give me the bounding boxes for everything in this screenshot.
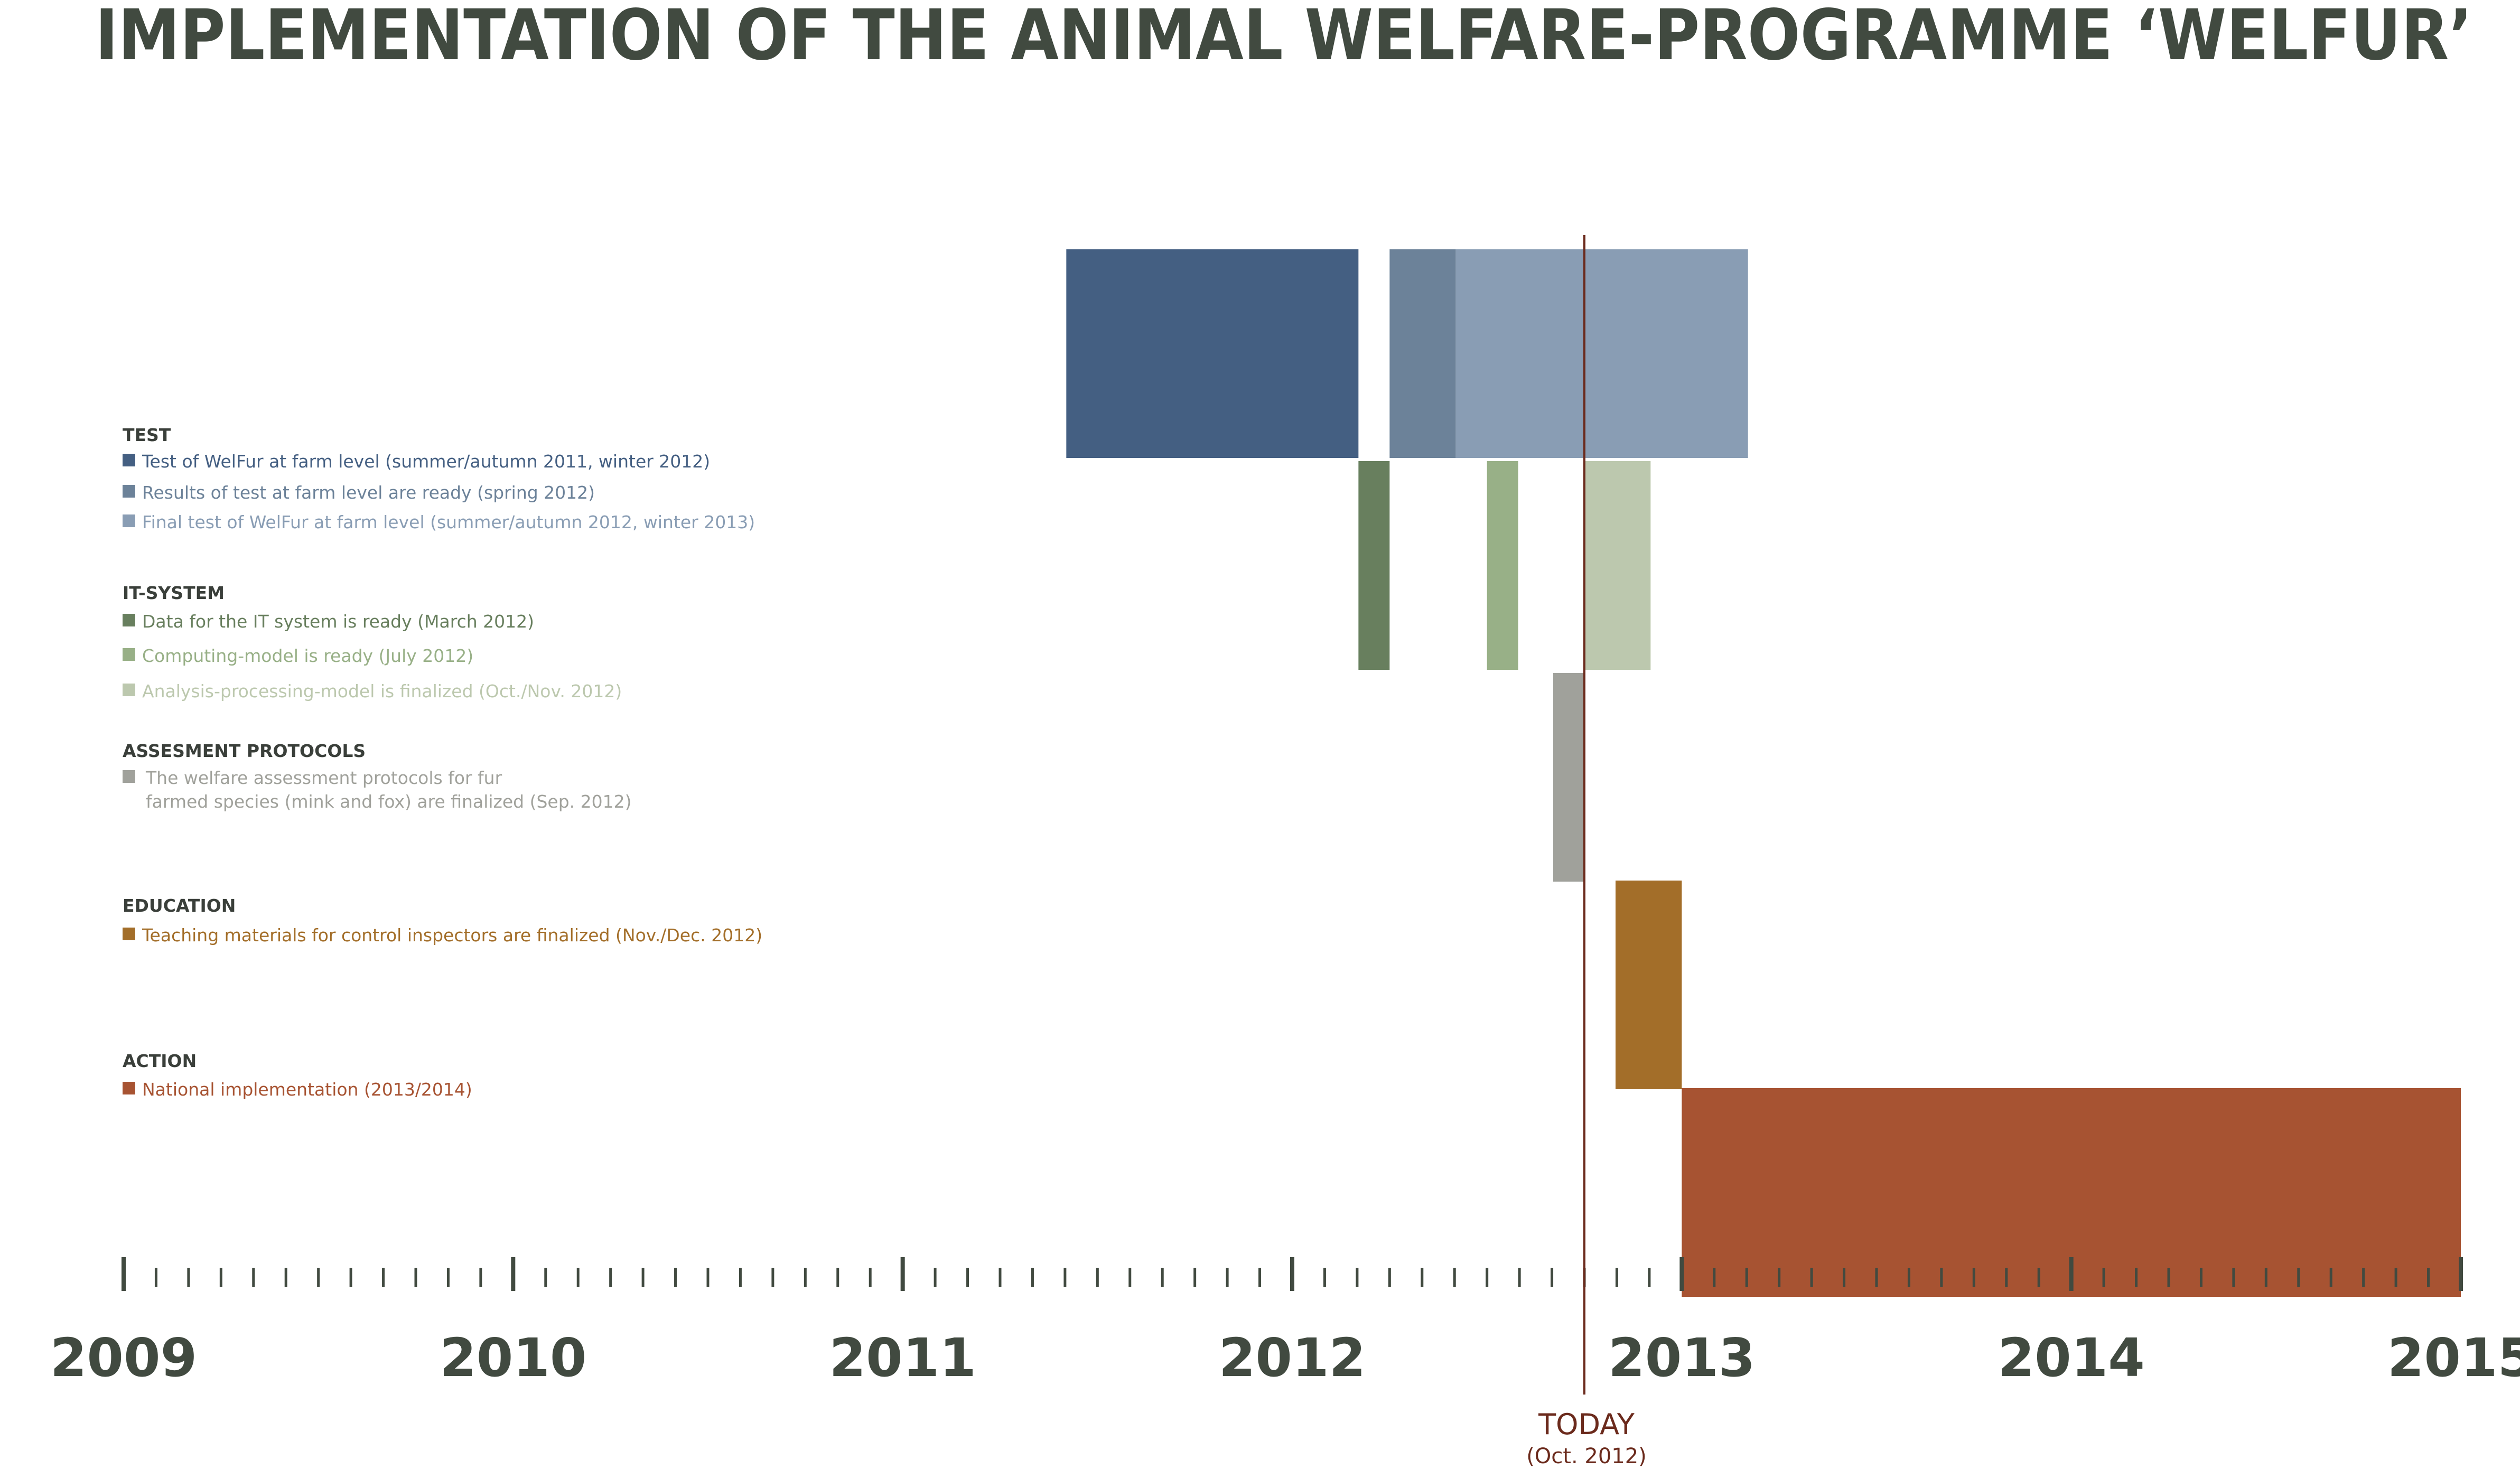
legend-heading-education: EDUCATION [123,895,236,916]
bar-education-1 [1615,881,1682,1089]
legend-heading-it: IT-SYSTEM [123,583,225,603]
legend-label-action-1: National implementation (2013/2014) [142,1079,472,1100]
legend-label-test-1: Test of WelFur at farm level (summer/aut… [142,451,710,472]
bar-protocols-1 [1553,673,1584,882]
legend-label-test-2: Results of test at farm level are ready … [142,482,595,503]
legend-label-it-3: Analysis-processing-model is finalized (… [142,681,622,701]
bar-test-2 [1389,249,1456,458]
x-axis: 2009 2010 2011 2012 2013 2014 2015 [50,1257,2520,1389]
bar-it-1 [1358,461,1390,670]
year-label-2015: 2015 [2387,1327,2520,1389]
bar-it-2 [1487,461,1518,670]
legend-swatch-action-1 [123,1082,135,1094]
legend-swatch-test-2 [123,485,135,498]
bars-layer [1066,249,2461,1297]
legend-swatch-it-3 [123,684,135,696]
today-label: TODAY [1538,1408,1635,1441]
year-label-2010: 2010 [440,1327,586,1389]
year-label-2012: 2012 [1219,1327,1366,1389]
legend-label-it-2: Computing-model is ready (July 2012) [142,645,473,666]
year-label-2014: 2014 [1998,1327,2145,1389]
legend-swatch-test-3 [123,514,135,527]
legend-swatch-education-1 [123,928,135,940]
year-label-2011: 2011 [829,1327,976,1389]
today-sublabel: (Oct. 2012) [1526,1444,1647,1468]
legend-heading-test: TEST [123,425,171,445]
legend-swatch-protocols-1 [123,770,135,783]
legend-heading-protocols: ASSESMENT PROTOCOLS [123,741,366,761]
bar-test-1 [1066,249,1359,458]
legend-label-it-1: Data for the IT system is ready (March 2… [142,611,534,632]
year-label-2013: 2013 [1608,1327,1755,1389]
legend-swatch-test-1 [123,454,135,466]
legend-label-protocols-1: The welfare assessment protocols for fur [145,768,502,788]
legend-label-test-3: Final test of WelFur at farm level (summ… [142,512,755,532]
today-marker: TODAY (Oct. 2012) [1526,235,1647,1468]
legend-heading-action: ACTION [123,1051,197,1071]
legend-label-protocols-1-line2: farmed species (mink and fox) are finali… [146,791,632,812]
legend: TEST Test of WelFur at farm level (summer… [123,425,762,1100]
legend-swatch-it-2 [123,648,135,661]
bar-test-3 [1455,249,1748,458]
chart-title: IMPLEMENTATION OF THE ANIMAL WELFARE-PRO… [95,0,2472,76]
year-label-2009: 2009 [50,1327,197,1389]
legend-swatch-it-1 [123,614,135,626]
bar-it-3 [1584,461,1651,670]
legend-label-education-1: Teaching materials for control inspector… [142,925,762,946]
